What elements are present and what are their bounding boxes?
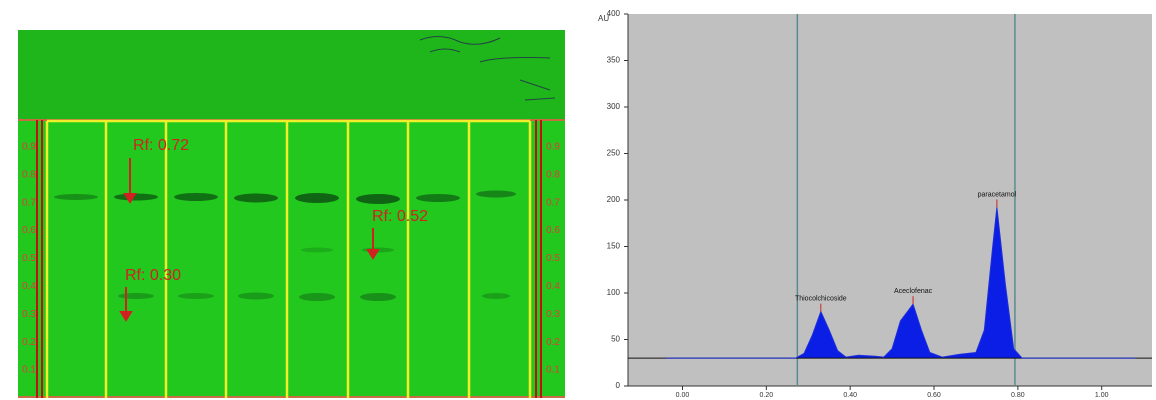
rf-scale-label: 0.3 — [22, 309, 36, 320]
rf-scale-label: 0.5 — [22, 253, 36, 264]
rf-scale-label: 0.4 — [546, 281, 560, 292]
y-tick-label: 350 — [607, 56, 621, 65]
figure: Rf: 0.72 Rf: 0.52 Rf: 0.30 0.90.90.80.80… — [0, 0, 1156, 400]
rf-scale-label: 0.1 — [22, 365, 36, 376]
rf-scale-label: 0.2 — [546, 337, 560, 348]
x-tick-label: 0.00 — [676, 392, 690, 399]
y-tick-label: 250 — [607, 149, 621, 158]
x-tick-label: 0.80 — [1011, 392, 1025, 399]
x-tick-label: 1.00 — [1095, 392, 1109, 399]
rf-scale-label: 0.7 — [22, 197, 36, 208]
y-tick-label: 0 — [616, 381, 621, 390]
x-tick-label: 0.40 — [843, 392, 857, 399]
rf-scale-label: 0.6 — [22, 225, 36, 236]
y-tick-label: 100 — [607, 288, 621, 297]
y-tick-label: 400 — [607, 9, 621, 18]
x-tick-label: 0.20 — [760, 392, 774, 399]
y-tick-label: 50 — [611, 335, 620, 344]
rf-scale-label: 0.3 — [546, 309, 560, 320]
peak-label: Aceclofenac — [894, 288, 933, 295]
x-tick-label: 0.60 — [927, 392, 941, 399]
rf-scale-label: 0.2 — [22, 337, 36, 348]
y-tick-label: 300 — [607, 102, 621, 111]
rf-scale-label: 0.5 — [546, 253, 560, 264]
rf-scale-label: 0.1 — [546, 365, 560, 376]
y-tick-label: 150 — [607, 242, 621, 251]
tlc-plate: Rf: 0.72 Rf: 0.52 Rf: 0.30 0.9 0.9 0.8 0.8 0… — [18, 30, 565, 398]
rf-scale-label: 0.7 — [546, 197, 560, 208]
plot-background — [628, 14, 1152, 386]
rf-scale-label: 0.4 — [22, 281, 36, 292]
rf-scale-label: 0.8 — [22, 169, 36, 180]
rf-annotation: Rf: 0.30 — [125, 267, 181, 284]
peak-label: Thiocolchicoside — [795, 295, 847, 302]
y-tick-label: 200 — [607, 195, 621, 204]
rf-annotation: Rf: 0.72 — [133, 137, 189, 154]
peak-label: paracetamol — [978, 191, 1017, 198]
rf-scale-label: 0.6 — [546, 225, 560, 236]
page: {"plate": {"rf_scale": [0.9, 0.8, 0.7, 0… — [0, 0, 1156, 400]
rf-annotation: Rf: 0.52 — [372, 208, 428, 225]
rf-scale-label: 0.9 — [546, 142, 560, 153]
rf-scale-label: 0.9 — [22, 142, 36, 153]
rf-scale-label: 0.8 — [546, 169, 560, 180]
